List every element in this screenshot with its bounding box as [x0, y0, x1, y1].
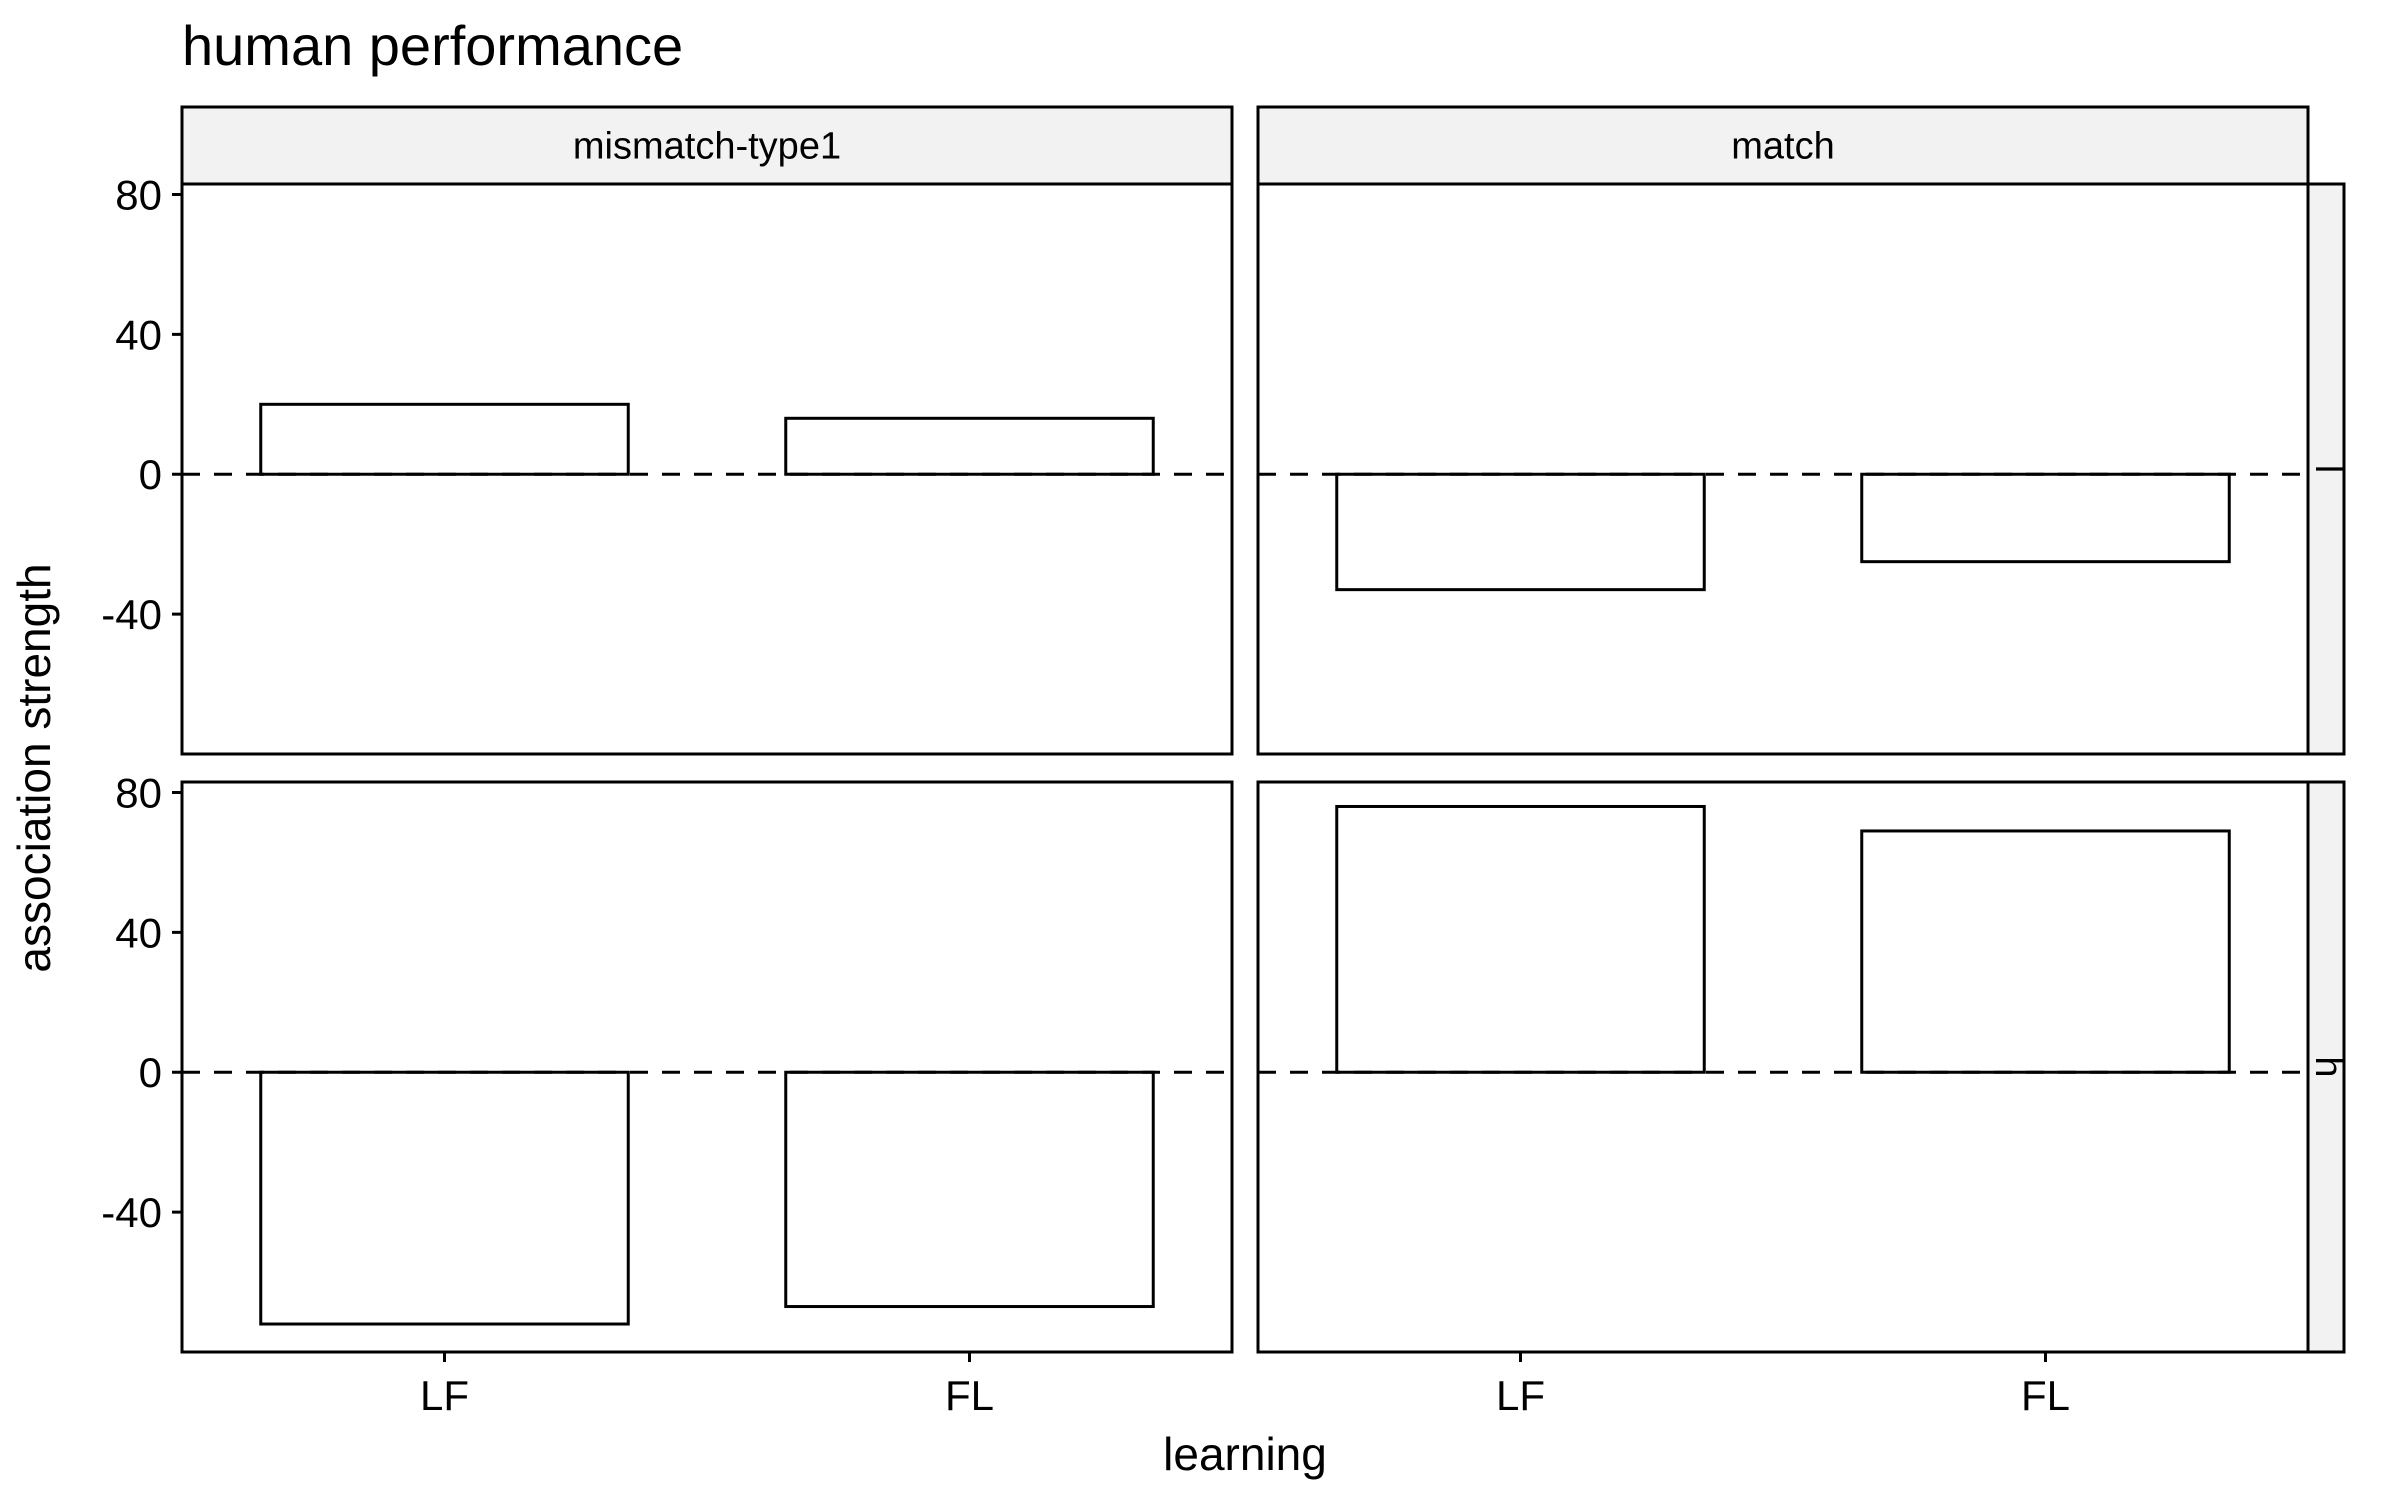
x-tick-label: FL	[2021, 1372, 2070, 1419]
y-tick-label: 0	[139, 451, 162, 498]
bar-mismatch-type1-h-LF	[259, 1070, 630, 1326]
bar-match-h-LF	[1335, 804, 1706, 1074]
facet-strip-label: l	[2307, 465, 2349, 473]
y-tick-label: 80	[115, 769, 162, 816]
bar-mismatch-type1-h-FL	[784, 1070, 1155, 1309]
facet-strip-mismatch-type1	[180, 105, 1234, 186]
bar-match-l-FL	[1860, 472, 2231, 564]
y-tick-label: 40	[115, 311, 162, 358]
facet-strip-label: match	[1731, 126, 1834, 168]
facet-strip-label: h	[2307, 1056, 2349, 1077]
y-tick-label: 80	[115, 171, 162, 218]
y-tick-label: -40	[101, 1189, 162, 1236]
bar-mismatch-type1-l-LF	[259, 402, 630, 476]
y-tick-label: -40	[101, 591, 162, 638]
y-axis-title: association strength	[8, 563, 60, 972]
panel-border	[1256, 182, 2310, 756]
x-tick-label: LF	[420, 1372, 469, 1419]
bar-mismatch-type1-l-FL	[784, 416, 1155, 476]
x-tick-label: FL	[945, 1372, 994, 1419]
facet-strip-match	[1256, 105, 2310, 186]
panel-background	[1258, 184, 2308, 754]
y-tick-label: 40	[115, 909, 162, 956]
panel-border	[180, 780, 1234, 1354]
x-axis-title: learning	[1163, 1428, 1327, 1480]
bar-match-h-FL	[1860, 829, 2231, 1074]
panel-border	[1256, 780, 2310, 1354]
chart-title: human performance	[182, 14, 683, 77]
facet-strip-label: mismatch-type1	[573, 126, 841, 168]
bar-match-l-LF	[1335, 472, 1706, 592]
y-tick-label: 0	[139, 1049, 162, 1096]
facet-strip-l	[2306, 182, 2346, 756]
x-tick-label: LF	[1496, 1372, 1545, 1419]
panel-border	[180, 182, 1234, 756]
facet-strip-h	[2306, 780, 2346, 1354]
